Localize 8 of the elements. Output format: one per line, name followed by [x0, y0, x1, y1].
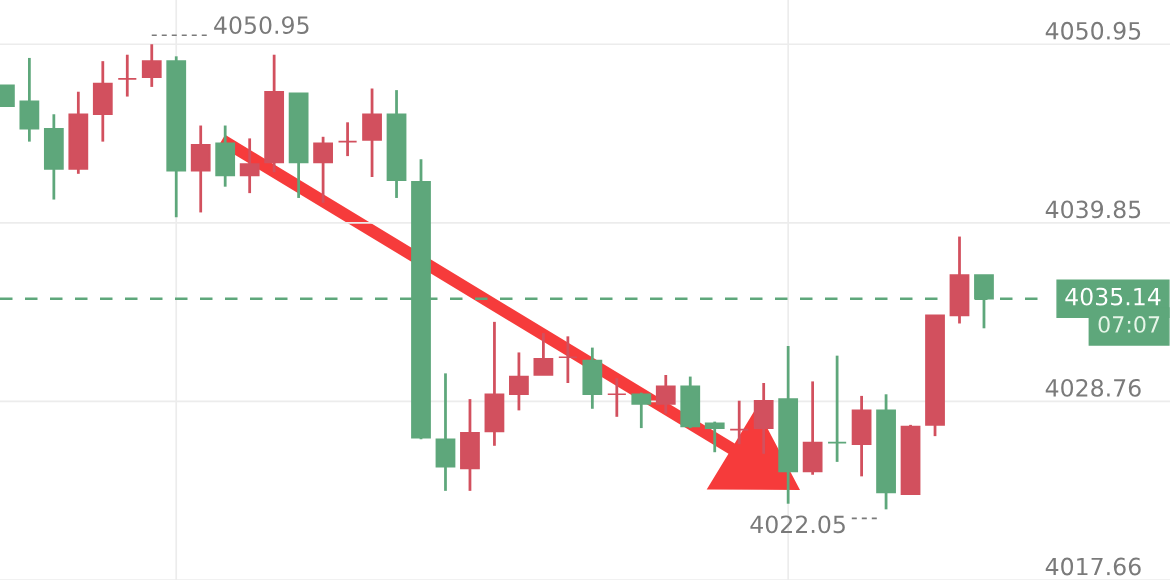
y-tick-label: 4039.85	[1045, 200, 1141, 219]
annotation: 4022.05	[750, 515, 845, 534]
ref-line-label: 4035.14	[1065, 287, 1161, 306]
y-tick-label: 4017.66	[1045, 557, 1141, 576]
y-tick-label: 4028.76	[1045, 378, 1141, 397]
annotation: 4050.95	[214, 16, 309, 35]
y-tick-label: 4050.95	[1045, 21, 1141, 40]
text: 07:07	[1098, 316, 1160, 333]
